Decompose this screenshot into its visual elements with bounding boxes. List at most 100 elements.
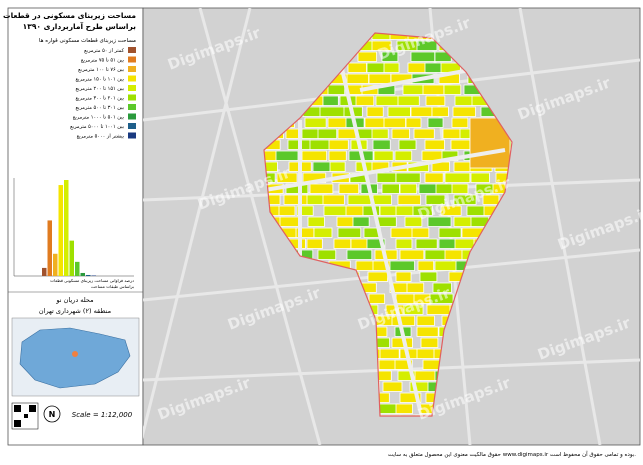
street (359, 68, 471, 92)
legend-label: بین ۵۱ تا ۷۵ مترمربع (81, 58, 124, 64)
qr-block (14, 405, 21, 412)
parcel (395, 238, 413, 249)
parcel (427, 117, 444, 128)
parcel (416, 315, 435, 326)
legend-swatch (128, 123, 136, 129)
parcel (404, 216, 423, 227)
parcel (301, 150, 328, 161)
parcel (466, 205, 486, 216)
parcel (278, 205, 296, 216)
legend-title: مساحت زیربنای قطعات مسکونی قواره ها (39, 37, 136, 44)
parcel (375, 95, 399, 106)
legend-swatch (128, 94, 136, 101)
parcel (442, 128, 462, 139)
parcel (425, 194, 446, 205)
parcel (438, 227, 462, 238)
parcel (405, 117, 422, 128)
hist-bar (69, 240, 74, 276)
parcel (357, 51, 377, 62)
legend-label: بین ۱۰۰۱ تا ۵۰۰۰ مترمربع (70, 124, 124, 130)
parcel (372, 139, 391, 150)
road (143, 8, 252, 440)
parcel (346, 249, 373, 260)
parcel (407, 62, 428, 73)
parcel (418, 183, 438, 194)
parcel (381, 183, 400, 194)
parcel (381, 51, 399, 62)
road (518, 8, 602, 445)
neighborhood-name: محله دریان نو (55, 296, 93, 304)
parcel (395, 403, 413, 414)
parcel (347, 194, 372, 205)
parcel (452, 106, 476, 117)
parcel (435, 183, 454, 194)
parcel (411, 227, 430, 238)
legend-label: بین ۳۰۱ تا ۵۰۰ مترمربع (75, 105, 124, 111)
parcel (413, 128, 435, 139)
parcel (372, 194, 392, 205)
hist-bar (75, 261, 80, 276)
parcel (395, 172, 421, 183)
parcel (327, 84, 346, 95)
parcel (416, 40, 438, 51)
hist-bar (64, 180, 69, 276)
title-line: براساس طرح آماربرداری ۱۳۹۰ (23, 21, 136, 31)
legend-swatch (128, 75, 136, 82)
road (143, 248, 640, 302)
parcel (367, 271, 388, 282)
parcel (376, 216, 397, 227)
parcel (317, 249, 337, 260)
parcel (390, 227, 415, 238)
parcel (416, 326, 439, 337)
parcel (391, 315, 416, 326)
parcel (389, 260, 415, 271)
hist-bar (91, 275, 96, 276)
parcel (482, 194, 500, 205)
parcel (313, 227, 333, 238)
parcel (410, 51, 436, 62)
parcel (337, 227, 362, 238)
parcel (454, 238, 476, 249)
parcel (403, 304, 424, 315)
parcel (451, 117, 469, 128)
parcel (379, 348, 400, 359)
legend-label: بین ۱۵۱ تا ۲۰۰ مترمربع (75, 86, 124, 92)
parcel (425, 95, 446, 106)
parcel (373, 150, 394, 161)
qr-block (29, 405, 36, 412)
road (198, 8, 322, 445)
legend-swatch (128, 85, 136, 91)
parcel (415, 238, 438, 249)
hist-bar (80, 272, 85, 276)
parcel (275, 150, 299, 161)
north-arrow (43, 405, 61, 423)
parcel (319, 106, 346, 117)
footer: حقوق مالکیت معنوی این محصول متعلق به سای… (388, 451, 636, 458)
parcel (387, 106, 411, 117)
parcel (366, 238, 386, 249)
parcel (347, 62, 367, 73)
parcel (419, 271, 438, 282)
parcel (397, 194, 421, 205)
parcel (352, 216, 370, 227)
title-line: مساحت زیربنای مسکونی در قطعات (3, 11, 136, 20)
parcel (333, 238, 352, 249)
qr-block (14, 420, 21, 427)
hist-bar (47, 220, 52, 276)
parcel (399, 249, 425, 260)
parcel (309, 183, 334, 194)
legend-label: بین ۵۰۱ تا ۱۰۰۰ مترمربع (73, 115, 124, 121)
parcel (422, 84, 445, 95)
hist-caption: درصد فراوانی مساحت زیربنای مسکونی قطعات (50, 278, 134, 283)
district-name: منطقه (۲) شهرداری تهران (39, 307, 111, 315)
parcel (451, 183, 469, 194)
parcel (438, 238, 458, 249)
parcel (427, 216, 452, 227)
parcel (376, 172, 397, 183)
street (264, 148, 506, 192)
parcel (412, 205, 433, 216)
street (338, 59, 422, 411)
parcel (383, 117, 407, 128)
